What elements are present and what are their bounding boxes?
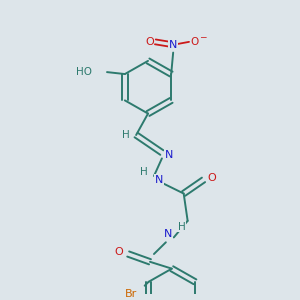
Text: N: N (164, 230, 172, 239)
Text: H: H (178, 222, 186, 232)
Text: H: H (122, 130, 130, 140)
Text: N: N (155, 175, 163, 185)
Text: Br: Br (125, 289, 137, 298)
Text: −: − (199, 32, 207, 41)
Text: O: O (191, 37, 199, 47)
Text: HO: HO (76, 67, 92, 77)
Text: N: N (165, 149, 173, 160)
Text: O: O (145, 37, 154, 47)
Text: N: N (169, 40, 177, 50)
Text: O: O (207, 173, 216, 183)
Text: H: H (140, 167, 148, 177)
Text: O: O (114, 247, 123, 257)
